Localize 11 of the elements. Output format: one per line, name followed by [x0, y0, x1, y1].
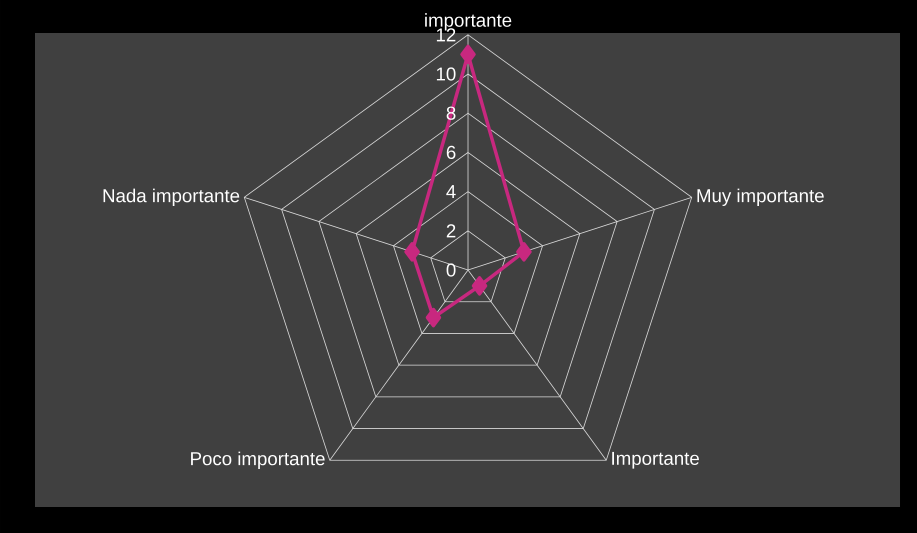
spoke-label: importante [425, 13, 512, 31]
spoke-label: Poco importante [191, 452, 325, 469]
y-tick-label: 12 [436, 28, 456, 42]
y-tick-label: 10 [436, 67, 456, 81]
y-tick-label: 4 [446, 185, 456, 198]
y-tick-label: 0 [446, 263, 456, 277]
spoke-label: Muy importante [697, 188, 824, 206]
spoke-label: Importante [612, 452, 699, 469]
y-tick-label: 6 [446, 146, 456, 160]
y-tick-label: 2 [446, 224, 456, 238]
spoke-label: Nada importante [104, 188, 240, 206]
